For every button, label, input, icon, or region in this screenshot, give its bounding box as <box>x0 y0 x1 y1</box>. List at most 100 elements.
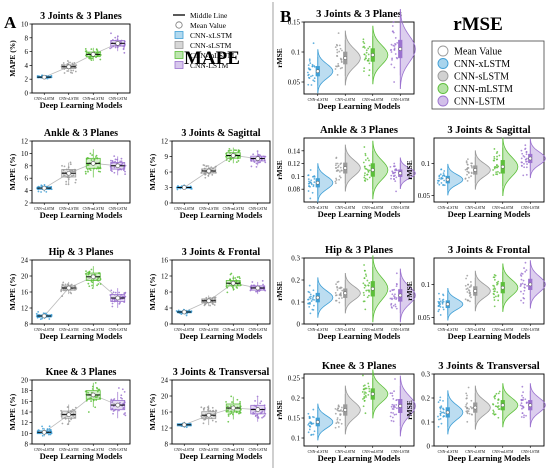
subplot-7: 3 Joints & Transversal 8 12 16 20 24 MAPE (%) C… <box>148 367 271 461</box>
data-point <box>439 396 442 399</box>
data-point <box>66 406 69 408</box>
data-point <box>228 147 231 150</box>
mean-marker <box>315 69 320 74</box>
data-point <box>69 61 71 64</box>
legend-swatch-cnn-mlstm <box>437 83 449 94</box>
data-point <box>99 170 102 173</box>
plot-frame <box>433 257 545 325</box>
data-point <box>467 283 469 286</box>
data-point <box>442 407 444 410</box>
data-point <box>495 392 498 395</box>
data-point <box>526 163 528 165</box>
x-axis-label: Deep Learning Models <box>40 100 123 110</box>
data-point <box>202 422 205 425</box>
data-point <box>465 288 468 290</box>
subplot-1: 3 Joints & 3 Planes 0 2 4 6 8 10 MAPE (%) CNN-xL… <box>8 11 131 110</box>
subplot-title: 3 Joints & Transversal <box>173 367 270 378</box>
data-point <box>336 48 339 51</box>
data-point <box>362 388 365 391</box>
data-point <box>492 412 495 415</box>
y-tick-label: 0 <box>427 443 431 451</box>
data-point <box>394 53 397 55</box>
data-point <box>366 296 369 299</box>
y-axis-label: MAPE (%) <box>148 273 157 310</box>
data-point <box>110 398 113 401</box>
y-tick-label: 0.15 <box>288 415 301 423</box>
data-point <box>364 412 367 415</box>
data-point <box>391 25 394 27</box>
data-point <box>45 312 47 315</box>
data-point <box>309 181 312 184</box>
data-point <box>124 414 127 417</box>
data-point <box>524 144 527 147</box>
data-point <box>334 292 337 294</box>
data-point <box>368 294 370 297</box>
data-point <box>495 173 497 176</box>
data-point <box>526 285 529 287</box>
data-point <box>390 306 393 308</box>
data-point <box>498 154 501 157</box>
data-point <box>335 170 338 172</box>
data-point <box>120 394 123 397</box>
data-point <box>114 291 117 294</box>
data-point <box>255 290 257 293</box>
data-point <box>395 283 398 285</box>
subplot-title: Knee & 3 Planes <box>322 361 396 372</box>
data-point <box>307 64 310 67</box>
data-point <box>368 176 371 179</box>
data-point <box>111 400 114 403</box>
data-point <box>390 411 393 414</box>
violin-half <box>529 383 546 428</box>
x-tick-label: CNN-sLSTM <box>59 328 80 332</box>
data-point <box>66 70 69 72</box>
data-point <box>227 413 230 416</box>
x-axis-label: Deep Learning Models <box>40 210 123 220</box>
data-point <box>522 279 525 282</box>
data-point <box>97 277 99 280</box>
data-point <box>436 182 439 184</box>
data-point <box>120 160 123 163</box>
y-axis-label: rMSE <box>275 160 284 180</box>
data-point <box>226 291 229 294</box>
data-point <box>393 66 396 69</box>
subplot-6: Knee & 3 Planes 8 10 12 14 16 18 20 MAPE (%) CNN-… <box>8 367 131 461</box>
x-tick-label: CNN-mLSTM <box>492 450 514 454</box>
data-point <box>495 166 498 169</box>
mean-marker <box>343 291 348 296</box>
data-point <box>214 296 217 299</box>
y-tick-label: 8 <box>25 321 29 329</box>
data-point <box>394 293 396 296</box>
data-point <box>114 36 117 39</box>
data-point <box>439 418 442 420</box>
data-point <box>362 40 365 43</box>
data-point <box>337 426 340 428</box>
data-point <box>496 150 499 153</box>
data-point <box>239 400 242 403</box>
data-point <box>363 277 366 280</box>
data-point <box>393 171 396 174</box>
y-tick-label: 10 <box>21 430 29 438</box>
legend-label: CNN-xLSTM <box>190 31 232 40</box>
x-tick-label: CNN-xLSTM <box>308 206 329 210</box>
mean-marker <box>230 280 236 286</box>
x-tick-label: CNN-sLSTM <box>199 207 220 211</box>
data-point <box>389 415 392 418</box>
data-point <box>439 407 442 410</box>
data-point <box>313 416 315 419</box>
data-point <box>122 48 125 51</box>
data-point <box>497 280 500 283</box>
data-point <box>40 191 42 193</box>
data-point <box>204 173 207 176</box>
x-tick-label: CNN-LSTM <box>391 450 410 454</box>
data-point <box>492 174 495 176</box>
data-point <box>493 156 496 158</box>
data-point <box>469 281 472 283</box>
mean-marker <box>343 56 348 60</box>
data-point <box>180 313 183 316</box>
data-point <box>492 409 495 412</box>
data-point <box>389 166 392 168</box>
data-point <box>391 30 394 33</box>
data-point <box>464 405 467 408</box>
data-point <box>233 409 236 412</box>
